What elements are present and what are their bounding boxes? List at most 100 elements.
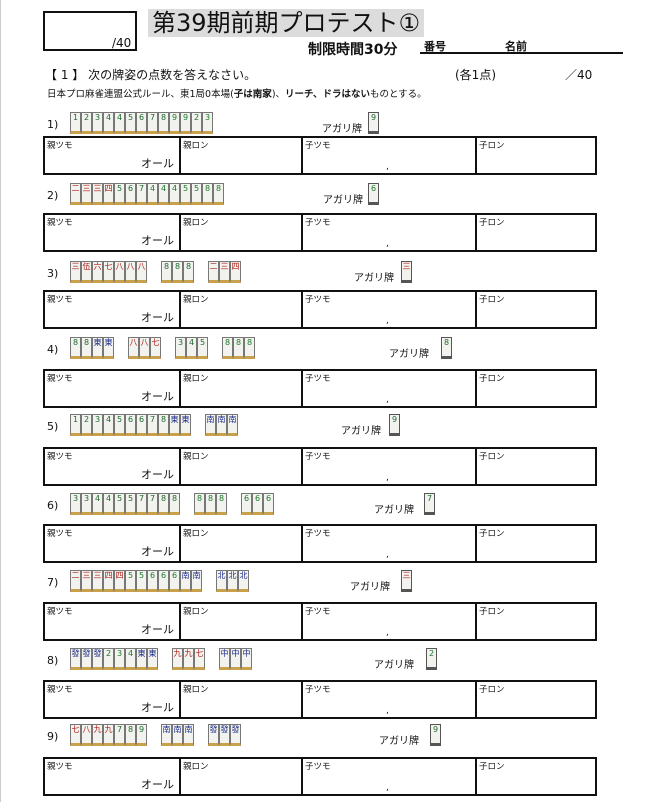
dealer-ron-field[interactable]: 親ロン	[181, 138, 303, 173]
mahjong-tile: 5	[191, 183, 202, 205]
mahjong-tile: 四	[114, 570, 125, 592]
agari-label: アガリ牌	[389, 349, 429, 360]
dealer-ron-field[interactable]: 親ロン	[181, 371, 303, 406]
problem-number: 2)	[47, 189, 59, 202]
child-tsumo-field[interactable]: 子ツモ,	[303, 526, 477, 561]
all-label: オール	[141, 778, 174, 791]
field-label: 親ツモ	[47, 374, 73, 384]
child-tsumo-field[interactable]: 子ツモ,	[303, 215, 477, 250]
rule-text: 日本プロ麻雀連盟公式ルール、東1局0本場(子は南家)、リーチ、ドラはないものとす…	[47, 89, 427, 100]
answer-row: 親ツモ オール 親ロン 子ツモ, 子ロン	[43, 602, 597, 641]
mahjong-tile: 南	[205, 414, 216, 436]
dealer-ron-field[interactable]: 親ロン	[181, 292, 303, 327]
child-ron-field[interactable]: 子ロン	[477, 215, 599, 250]
dealer-tsumo-field[interactable]: 親ツモオール	[45, 138, 181, 173]
dealer-tsumo-field[interactable]: 親ツモ オール	[45, 215, 181, 250]
child-ron-field[interactable]: 子ロン	[477, 371, 599, 406]
dealer-tsumo-field[interactable]: 親ツモ オール	[45, 292, 181, 327]
mahjong-tile: 北	[227, 570, 238, 592]
field-label: 親ロン	[183, 218, 209, 228]
name-label: 名前	[505, 40, 527, 53]
child-ron-field[interactable]: 子ロン	[477, 449, 599, 484]
mahjong-tile: 8	[441, 337, 452, 359]
mahjong-tile: 八	[114, 261, 125, 283]
field-label: 子ツモ	[305, 141, 331, 151]
field-label: 親ツモ	[47, 218, 73, 228]
field-label: 子ツモ	[305, 529, 331, 539]
mahjong-tile: 8	[172, 261, 183, 283]
child-tsumo-field[interactable]: 子ツモ,	[303, 604, 477, 639]
child-ron-field[interactable]: 子ロン	[477, 682, 599, 717]
all-label: オール	[141, 157, 174, 170]
name-line[interactable]	[420, 52, 623, 54]
child-tsumo-field[interactable]: 子ツモ,	[303, 682, 477, 717]
dealer-ron-field[interactable]: 親ロン	[181, 604, 303, 639]
agari-label: アガリ牌	[379, 736, 419, 747]
dealer-ron-field[interactable]: 親ロン	[181, 682, 303, 717]
field-label: 子ツモ	[305, 218, 331, 228]
mahjong-tile: 5	[125, 112, 136, 134]
mahjong-tile: 8	[213, 183, 224, 205]
problem-number: 1)	[47, 118, 59, 131]
all-label: オール	[141, 623, 174, 636]
mahjong-tile: 7	[147, 493, 158, 515]
mahjong-tile: 8	[216, 493, 227, 515]
mahjong-tile: 八	[139, 337, 150, 359]
mahjong-tile: 三	[81, 183, 92, 205]
mahjong-tile: 7	[147, 112, 158, 134]
mahjong-tile: 九	[172, 648, 183, 670]
mahjong-tile: 九	[183, 648, 194, 670]
mahjong-tile: 東	[169, 414, 180, 436]
child-tsumo-field[interactable]: 子ツモ,	[303, 449, 477, 484]
mahjong-tile: 發	[219, 724, 230, 746]
problem-number: 8)	[47, 654, 59, 667]
child-ron-field[interactable]: 子ロン	[477, 604, 599, 639]
dealer-tsumo-field[interactable]: 親ツモ オール	[45, 759, 181, 794]
mahjong-tile: 發	[230, 724, 241, 746]
child-tsumo-field[interactable]: 子ツモ,	[303, 371, 477, 406]
dealer-tsumo-field[interactable]: 親ツモ オール	[45, 449, 181, 484]
child-tsumo-field[interactable]: 子ツモ,	[303, 759, 477, 794]
field-label: 親ツモ	[47, 141, 73, 151]
mahjong-tile: 七	[103, 261, 114, 283]
question-heading: 【 1 】 次の牌姿の点数を答えなさい。	[45, 68, 257, 82]
child-tsumo-field[interactable]: 子ツモ,	[303, 138, 477, 173]
time-limit: 制限時間30分	[308, 42, 398, 58]
field-label: 親ロン	[183, 141, 209, 151]
problem-number: 9)	[47, 730, 59, 743]
dealer-ron-field[interactable]: 親ロン	[181, 526, 303, 561]
mahjong-tile: 八	[81, 724, 92, 746]
dealer-tsumo-field[interactable]: 親ツモ オール	[45, 682, 181, 717]
dealer-ron-field[interactable]: 親ロン	[181, 215, 303, 250]
mahjong-tile: 7	[136, 183, 147, 205]
mahjong-tile: 八	[128, 337, 139, 359]
mahjong-tile: 三	[92, 570, 103, 592]
mahjong-tile: 中	[219, 648, 230, 670]
mahjong-tile: 9	[169, 112, 180, 134]
mahjong-tile: 6	[263, 493, 274, 515]
mahjong-tile: 3	[81, 493, 92, 515]
score-max: /40	[112, 36, 132, 50]
mahjong-tile: 8	[222, 337, 233, 359]
dealer-tsumo-field[interactable]: 親ツモ オール	[45, 604, 181, 639]
dealer-ron-field[interactable]: 親ロン	[181, 759, 303, 794]
problem-number: 5)	[47, 420, 59, 433]
child-ron-field[interactable]: 子ロン	[477, 759, 599, 794]
child-ron-field[interactable]: 子ロン	[477, 292, 599, 327]
separator-mark: ,	[386, 316, 389, 326]
dealer-tsumo-field[interactable]: 親ツモ オール	[45, 526, 181, 561]
mahjong-tile: 8	[233, 337, 244, 359]
child-ron-field[interactable]: 子ロン	[477, 138, 599, 173]
mahjong-tile: 九	[103, 724, 114, 746]
mahjong-tile: 三	[401, 570, 412, 592]
score-box[interactable]	[43, 11, 137, 51]
mahjong-tile: 八	[125, 261, 136, 283]
dealer-tsumo-field[interactable]: 親ツモ オール	[45, 371, 181, 406]
child-ron-field[interactable]: 子ロン	[477, 526, 599, 561]
mahjong-tile: 7	[136, 493, 147, 515]
field-label: 子ロン	[479, 452, 505, 462]
mahjong-tile: 4	[158, 183, 169, 205]
child-tsumo-field[interactable]: 子ツモ,	[303, 292, 477, 327]
dealer-ron-field[interactable]: 親ロン	[181, 449, 303, 484]
mahjong-tile: 8	[158, 414, 169, 436]
